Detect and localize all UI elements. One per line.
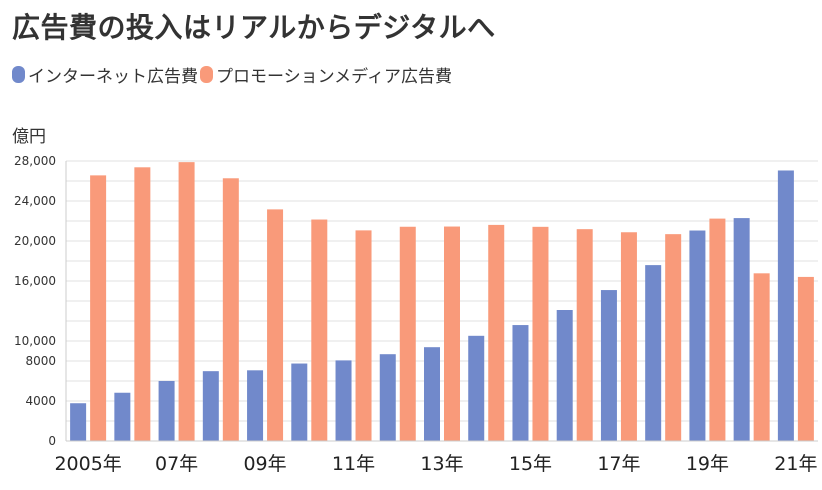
bar-promotion bbox=[134, 167, 151, 442]
bar-promotion bbox=[709, 218, 726, 441]
bar-promotion bbox=[355, 230, 372, 441]
bar-promotion bbox=[665, 234, 682, 441]
bar-promotion bbox=[797, 276, 814, 441]
x-tick-label: 15年 bbox=[509, 453, 552, 475]
bar-promotion bbox=[576, 229, 593, 441]
bar-promotion bbox=[444, 226, 460, 441]
bar-internet bbox=[70, 403, 87, 441]
bar-promotion bbox=[222, 178, 239, 441]
bar-internet bbox=[733, 218, 750, 441]
legend-swatch-promotion bbox=[200, 66, 213, 83]
bar-internet bbox=[556, 310, 573, 441]
x-tick-label: 2005年 bbox=[54, 453, 121, 475]
bar-internet bbox=[512, 325, 529, 441]
bar-internet bbox=[247, 370, 264, 441]
y-axis-unit-label: 億円 bbox=[12, 127, 46, 147]
bar-promotion bbox=[488, 224, 505, 441]
x-tick-label: 17年 bbox=[597, 453, 640, 475]
bar-internet bbox=[335, 360, 352, 441]
bar-internet bbox=[689, 230, 706, 441]
x-tick-label: 21年 bbox=[774, 453, 817, 475]
bar-promotion bbox=[532, 226, 549, 441]
legend-label-promotion: プロモーションメディア広告費 bbox=[216, 67, 452, 87]
y-tick-label: 0 bbox=[48, 434, 56, 448]
x-tick-label: 19年 bbox=[686, 453, 729, 475]
legend-item-internet[interactable]: インターネット広告費 bbox=[12, 62, 198, 87]
y-tick-label: 16,000 bbox=[14, 274, 56, 288]
bar-promotion bbox=[178, 162, 195, 441]
chart-title: 広告費の投入はリアルからデジタルへ bbox=[12, 11, 496, 44]
bar-internet bbox=[379, 354, 396, 441]
legend-label-internet: インターネット広告費 bbox=[28, 67, 198, 87]
bar-internet bbox=[291, 363, 308, 441]
bar-internet bbox=[468, 335, 485, 441]
bar-internet bbox=[202, 371, 219, 441]
bar-internet bbox=[158, 380, 175, 441]
legend-item-promotion[interactable]: プロモーションメディア広告費 bbox=[200, 62, 452, 87]
legend-swatch-internet bbox=[12, 66, 25, 83]
bar-internet bbox=[114, 392, 131, 441]
bar-promotion bbox=[620, 232, 637, 441]
x-tick-label: 09年 bbox=[243, 453, 286, 475]
bar-promotion bbox=[399, 226, 416, 441]
bar-internet bbox=[600, 290, 617, 441]
bar-internet bbox=[645, 265, 662, 441]
bar-internet bbox=[424, 347, 440, 441]
y-tick-label: 4000 bbox=[25, 394, 56, 408]
bar-internet bbox=[777, 170, 794, 442]
bar-promotion bbox=[311, 219, 328, 441]
y-tick-label: 20,000 bbox=[14, 234, 56, 248]
y-tick-label: 24,000 bbox=[14, 194, 56, 208]
y-tick-label: 8000 bbox=[25, 354, 56, 368]
bar-promotion bbox=[267, 209, 284, 441]
x-tick-label: 13年 bbox=[420, 453, 463, 475]
bar-promotion bbox=[753, 273, 770, 441]
y-tick-label: 28,000 bbox=[14, 154, 56, 168]
x-tick-label: 11年 bbox=[332, 453, 375, 475]
legend: インターネット広告費 プロモーションメディア広告費 bbox=[12, 62, 454, 87]
bar-promotion bbox=[90, 175, 107, 441]
y-tick-label: 10,000 bbox=[14, 334, 56, 348]
x-tick-label: 07年 bbox=[155, 453, 198, 475]
